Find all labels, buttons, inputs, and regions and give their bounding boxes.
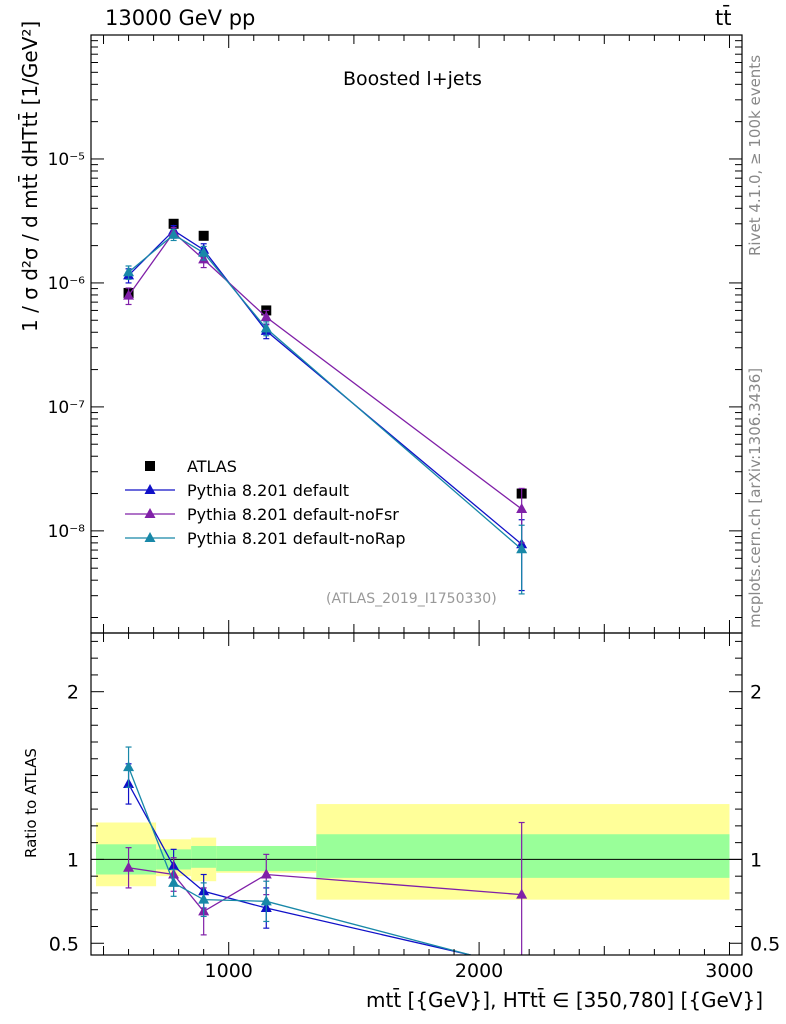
legend-marker bbox=[145, 461, 155, 471]
uncertainty-band-outer bbox=[96, 822, 157, 887]
ratio-ylabel: Ratio to ATLAS bbox=[22, 748, 40, 858]
data-point bbox=[123, 289, 135, 300]
ratio-point bbox=[198, 885, 210, 896]
x-tick-label: 2000 bbox=[455, 960, 503, 982]
legend-label: Pythia 8.201 default bbox=[187, 481, 349, 500]
ratio-frame bbox=[90, 632, 743, 956]
uncertainty-band-inner bbox=[156, 849, 192, 870]
ratio-line bbox=[127, 783, 474, 955]
data-point bbox=[260, 311, 272, 322]
ratio-point bbox=[168, 860, 180, 871]
ratio-point bbox=[123, 777, 135, 788]
legend-label: Pythia 8.201 default-noRap bbox=[187, 529, 405, 548]
ratio-y-tick-label: 0.5 bbox=[49, 933, 79, 955]
legend-entry-1: Pythia 8.201 default bbox=[125, 481, 349, 500]
ratio-series-1 bbox=[123, 821, 528, 955]
ratio-point bbox=[260, 868, 272, 879]
data-point bbox=[198, 230, 209, 241]
ratio-point bbox=[168, 876, 180, 887]
uncertainty-band-inner bbox=[316, 834, 730, 878]
data-point bbox=[516, 543, 528, 554]
ratio-y-tick-label: 2 bbox=[67, 682, 79, 704]
analysis-label: (ATLAS_2019_I1750330) bbox=[326, 591, 497, 607]
ratio-y-tick-label-right: 1 bbox=[750, 849, 762, 871]
ratio-point bbox=[260, 895, 272, 906]
uncertainty-band-inner bbox=[96, 844, 157, 875]
uncertainty-band-outer bbox=[191, 837, 217, 882]
legend-entry-3: Pythia 8.201 default-noRap bbox=[125, 529, 405, 548]
legend-marker bbox=[144, 508, 156, 518]
legend-marker bbox=[144, 484, 156, 494]
ratio-y-tick-label-right: 2 bbox=[750, 682, 762, 704]
energy-label: 13000 GeV pp bbox=[105, 6, 256, 30]
ratio-series-0 bbox=[123, 763, 474, 955]
data-point bbox=[168, 218, 179, 229]
ratio-series-2 bbox=[123, 746, 474, 955]
y-tick-label: 10⁻⁵ bbox=[48, 150, 85, 170]
legend-entry-0: ATLAS bbox=[145, 457, 237, 476]
series-3 bbox=[123, 228, 528, 595]
uncertainty-band-outer bbox=[156, 839, 192, 877]
ratio-line bbox=[128, 867, 522, 913]
ratio-point bbox=[123, 761, 135, 772]
ratio-line bbox=[127, 766, 474, 955]
process-label: tt̄ bbox=[715, 6, 732, 30]
series-0 bbox=[123, 218, 527, 499]
legend-label: Pythia 8.201 default-noFsr bbox=[187, 505, 399, 524]
ratio-y-tick-label: 1 bbox=[67, 849, 79, 871]
ratio-point bbox=[123, 861, 135, 872]
legend-label: ATLAS bbox=[187, 457, 237, 476]
data-point bbox=[260, 322, 272, 333]
uncertainty-band-inner bbox=[216, 845, 317, 872]
y-tick-label: 10⁻⁶ bbox=[48, 274, 86, 294]
uncertainty-band-outer bbox=[216, 845, 317, 873]
ratio-y-tick-label-right: 0.5 bbox=[750, 933, 780, 955]
data-point bbox=[198, 246, 210, 257]
ratio-point bbox=[260, 902, 272, 913]
series-line bbox=[128, 233, 523, 550]
main-plot: 10⁻⁸ 10⁻⁷ 10⁻⁶ 10⁻⁵ ATLAS Pythia 8.201 defaul… bbox=[48, 34, 743, 634]
y-tick-label: 10⁻⁷ bbox=[48, 398, 86, 418]
x-tick-label: 1000 bbox=[205, 960, 253, 982]
uncertainty-band-inner bbox=[191, 845, 217, 868]
legend-marker bbox=[144, 532, 156, 542]
x-tick-label: 3000 bbox=[705, 960, 753, 982]
ratio-point bbox=[516, 888, 528, 899]
y-tick-label: 10⁻⁸ bbox=[48, 522, 86, 542]
data-point bbox=[123, 266, 135, 277]
uncertainty-band-outer bbox=[316, 804, 730, 900]
data-point bbox=[168, 228, 180, 239]
data-point bbox=[516, 503, 528, 514]
ratio-point bbox=[168, 868, 180, 879]
legend-entry-2: Pythia 8.201 default-noFsr bbox=[125, 505, 399, 524]
plot-title: Boosted l+jets bbox=[343, 68, 482, 90]
x-axis-title: mtt̄ [{GeV}], HTtt̄ ∈ [350,780] [{GeV}] bbox=[366, 988, 764, 1012]
ratio-point bbox=[198, 893, 210, 904]
ratio-point bbox=[198, 905, 210, 916]
